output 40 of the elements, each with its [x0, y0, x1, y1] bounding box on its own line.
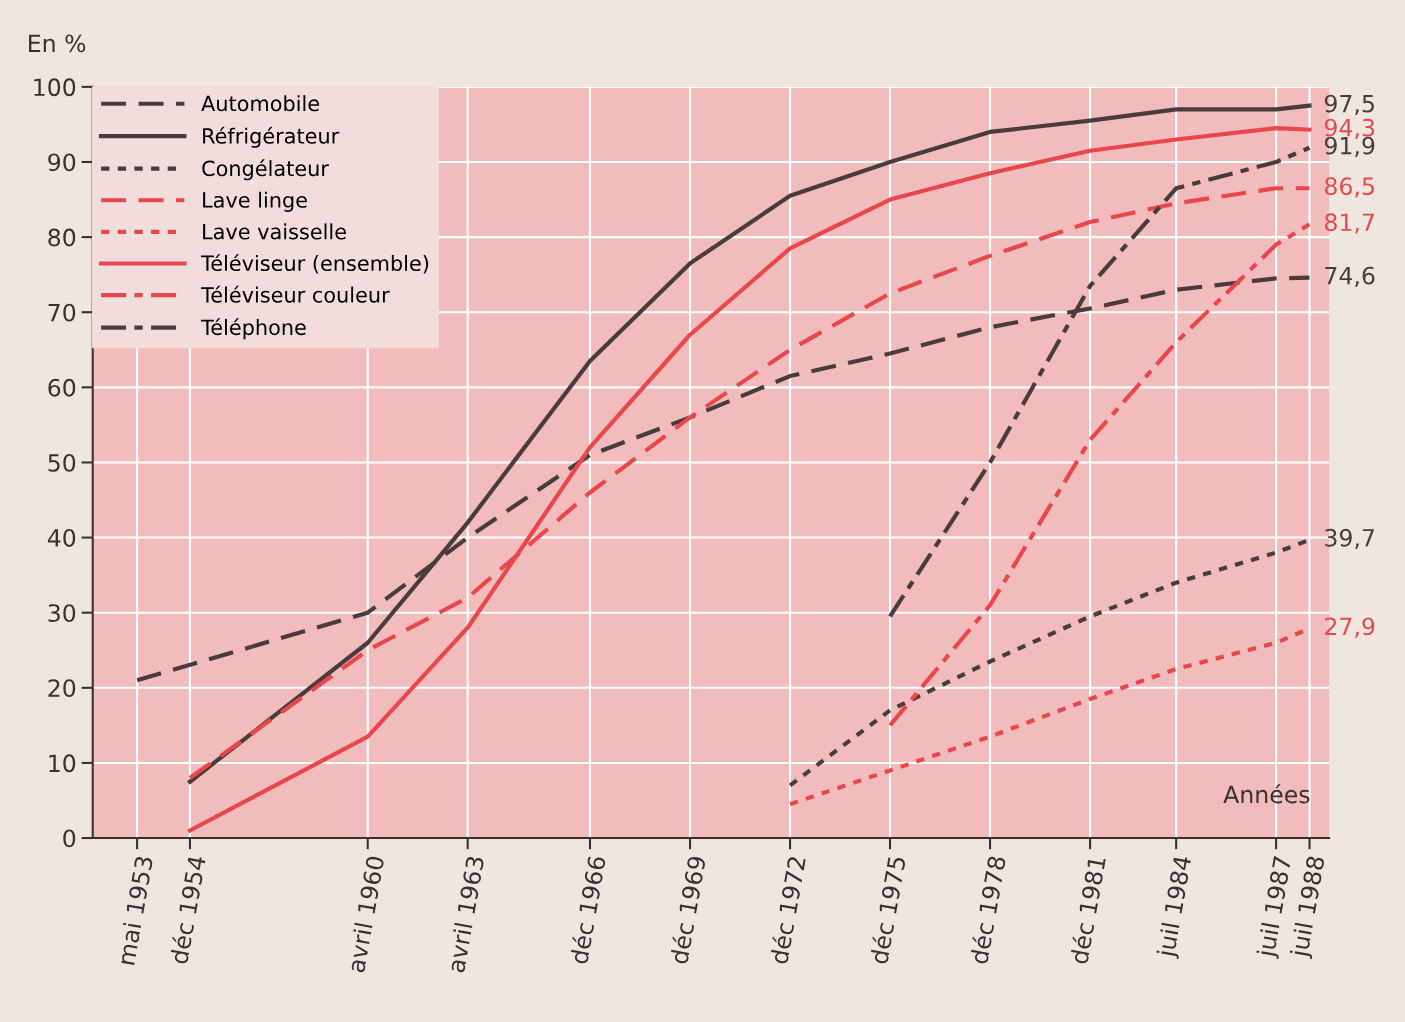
- legend-label: Lave linge: [203, 191, 307, 212]
- legend-label: Téléviseur couleur: [201, 285, 390, 303]
- x-tick-label: déc 1954: [168, 855, 207, 965]
- x-tick-label: déc 1975: [868, 855, 906, 965]
- y-tick-label: 10: [49, 754, 76, 773]
- x-tick-label: déc 1966: [568, 855, 607, 965]
- y-axis-title: En %: [29, 34, 86, 53]
- legend-label: Téléviseur (ensemble): [201, 254, 429, 274]
- y-tick-label: 30: [48, 604, 76, 622]
- y-tick-label: 70: [48, 303, 76, 322]
- data-label: 86,5: [1325, 177, 1374, 198]
- y-tick-label: 80: [48, 228, 76, 247]
- x-tick-label: mai 1953: [116, 855, 154, 965]
- x-tick-label: déc 1978: [968, 855, 1007, 965]
- y-tick-label: 40: [47, 529, 76, 547]
- x-tick-label: déc 1981: [1068, 856, 1107, 965]
- data-label: 74,6: [1325, 266, 1375, 287]
- legend-label: Lave vaisselle: [203, 223, 346, 240]
- data-label: 39,7: [1325, 528, 1374, 550]
- data-label: 81,7: [1325, 213, 1374, 234]
- x-tick-label: juil 1984: [1155, 855, 1197, 960]
- x-tick-label: déc 1972: [768, 856, 806, 965]
- y-tick-label: 100: [34, 78, 76, 97]
- y-tick-label: 20: [48, 679, 76, 698]
- x-tick-label: avril 1960: [346, 855, 385, 973]
- y-tick-label: 0: [63, 829, 76, 848]
- data-label: 97,5: [1324, 94, 1374, 115]
- data-label: 27,9: [1325, 617, 1375, 638]
- legend-label: Automobile: [201, 95, 319, 112]
- y-tick-label: 50: [48, 453, 76, 472]
- line-series: [887, 222, 1312, 728]
- legend-label: Réfrigérateur: [203, 126, 340, 148]
- x-axis-title: Années: [1223, 784, 1310, 804]
- x-tick-label: avril 1963: [446, 855, 485, 973]
- x-tick-label: déc 1969: [668, 855, 707, 965]
- legend-label: Congélateur: [202, 159, 329, 181]
- y-tick-label: 90: [48, 153, 76, 172]
- x-tick-label: juil 1988: [1289, 855, 1330, 960]
- legend-label: Téléphone: [201, 318, 306, 340]
- y-tick-label: 60: [48, 378, 76, 397]
